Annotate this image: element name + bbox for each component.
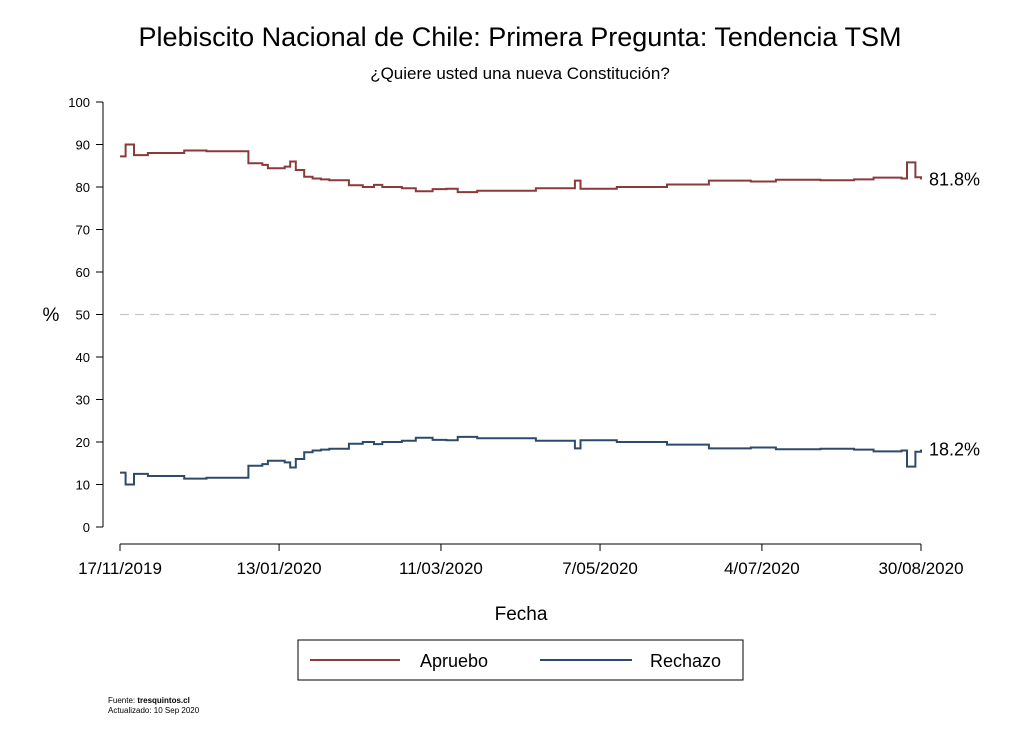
series-line-apruebo [120, 143, 922, 194]
legend-label-rechazo: Rechazo [650, 651, 721, 671]
end-label-rechazo: 18.2% [929, 440, 980, 460]
series-layer [120, 143, 922, 486]
y-axis: 0 10 20 30 40 50 60 70 80 90 100 [68, 95, 104, 535]
y-tick-label-30: 30 [76, 393, 90, 408]
updated-line: Actualizado: 10 Sep 2020 [108, 706, 200, 715]
chart-title: Plebiscito Nacional de Chile: Primera Pr… [139, 22, 902, 52]
y-tick-label-50: 50 [76, 308, 90, 323]
y-tick-label-90: 90 [76, 138, 90, 153]
y-tick-label-10: 10 [76, 478, 90, 493]
x-tick-label-3: 7/05/2020 [562, 559, 638, 578]
x-tick-label-0: 17/11/2019 [78, 559, 162, 578]
y-tick-label-20: 20 [76, 435, 90, 450]
source-name: tresquintos.cl [137, 696, 189, 705]
end-labels: 81.8% 18.2% [929, 169, 980, 459]
x-axis-label: Fecha [495, 604, 548, 625]
series-line-rechazo [120, 435, 922, 486]
y-tick-label-80: 80 [76, 180, 90, 195]
y-axis-label: % [43, 305, 60, 326]
y-tick-label-60: 60 [76, 265, 90, 280]
source-line: Fuente: tresquintos.cl [108, 696, 190, 705]
source-prefix: Fuente: [108, 696, 137, 705]
x-tick-label-1: 13/01/2020 [237, 559, 322, 578]
y-tick-label-100: 100 [68, 95, 90, 110]
chart-subtitle: ¿Quiere usted una nueva Constitución? [370, 64, 670, 83]
y-tick-label-0: 0 [83, 520, 90, 535]
x-tick-label-5: 30/08/2020 [878, 559, 963, 578]
y-tick-label-70: 70 [76, 223, 90, 238]
x-tick-label-4: 4/07/2020 [724, 559, 800, 578]
legend-label-apruebo: Apruebo [420, 651, 488, 671]
end-label-apruebo: 81.8% [929, 169, 980, 189]
y-tick-label-40: 40 [76, 350, 90, 365]
x-tick-label-2: 11/03/2020 [399, 559, 483, 578]
legend: Apruebo Rechazo [297, 639, 744, 681]
x-axis: 17/11/2019 13/01/2020 11/03/2020 7/05/2020 4… [78, 543, 964, 578]
